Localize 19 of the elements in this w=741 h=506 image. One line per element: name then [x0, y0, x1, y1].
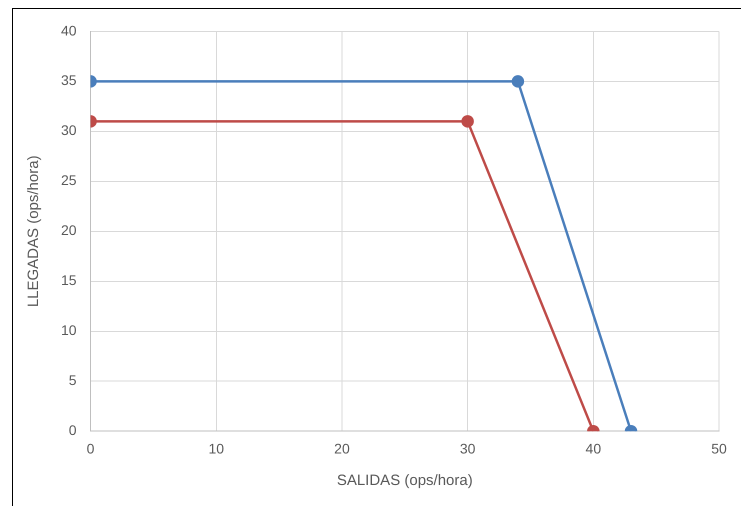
y-tick-label: 0: [68, 422, 77, 438]
y-tick-label: 25: [60, 172, 77, 188]
x-tick-label: 30: [460, 440, 476, 456]
y-axis-title: LLEGADAS (ops/hora): [25, 155, 42, 308]
x-tick-label: 20: [334, 440, 350, 456]
point: [461, 115, 474, 128]
x-tick-label: 10: [208, 440, 224, 456]
y-tick-label: 15: [60, 272, 77, 288]
x-axis-title: SALIDAS (ops/hora): [336, 472, 473, 490]
y-tick-label: 5: [68, 372, 77, 388]
y-tick-label: 10: [60, 322, 77, 338]
y-tick-label: 30: [60, 122, 77, 138]
x-tick-label: 0: [86, 440, 95, 456]
point: [512, 75, 524, 88]
y-tick-label: 35: [60, 72, 77, 88]
y-tick-label: 20: [60, 222, 77, 238]
x-tick-label: 50: [711, 440, 727, 456]
y-tick-label: 40: [60, 22, 77, 38]
x-tick-label: 40: [586, 440, 602, 456]
